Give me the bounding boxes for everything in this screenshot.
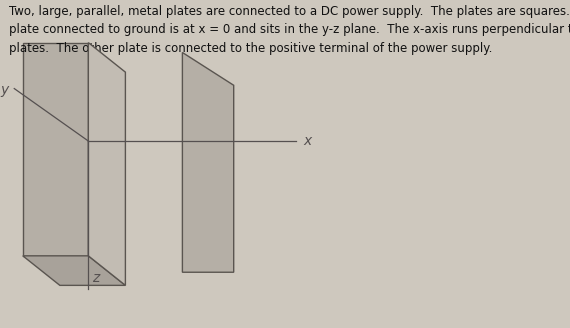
- Polygon shape: [88, 43, 125, 285]
- Text: Two, large, parallel, metal plates are connected to a DC power supply.  The plat: Two, large, parallel, metal plates are c…: [9, 5, 570, 55]
- Polygon shape: [23, 256, 125, 285]
- Text: x: x: [304, 134, 312, 148]
- Polygon shape: [23, 43, 88, 256]
- Text: z: z: [92, 271, 99, 285]
- Text: y: y: [1, 83, 9, 97]
- Polygon shape: [182, 52, 234, 272]
